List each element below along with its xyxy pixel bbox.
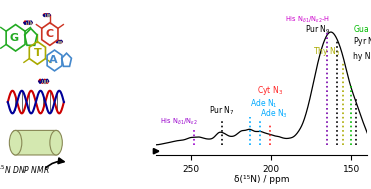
Text: Thy N$_3$: Thy N$_3$ <box>313 45 340 58</box>
Ellipse shape <box>9 130 22 155</box>
Text: His N$_{\delta1}$/N$_{\varepsilon2}$: His N$_{\delta1}$/N$_{\varepsilon2}$ <box>160 117 197 127</box>
FancyBboxPatch shape <box>13 130 59 155</box>
Text: A: A <box>49 56 58 65</box>
Text: Ade N$_1$: Ade N$_1$ <box>250 97 278 110</box>
X-axis label: δ(¹⁵N) / ppm: δ(¹⁵N) / ppm <box>234 175 289 184</box>
Text: His N$_{\delta1}$/N$_{\varepsilon2}$-H: His N$_{\delta1}$/N$_{\varepsilon2}$-H <box>286 14 331 25</box>
Text: G: G <box>10 33 19 43</box>
Text: Cyt N$_3$: Cyt N$_3$ <box>256 84 283 97</box>
Text: Gua N$_1$: Gua N$_1$ <box>353 23 371 36</box>
Text: Ade N$_3$: Ade N$_3$ <box>260 107 288 120</box>
Text: T: T <box>33 48 41 58</box>
Text: Pyr N$_1$: Pyr N$_1$ <box>353 35 371 48</box>
Text: hy N: hy N <box>353 52 370 61</box>
Text: $^{15}$N DNP NMR: $^{15}$N DNP NMR <box>0 163 50 176</box>
Text: Pur N$_9$: Pur N$_9$ <box>305 23 331 36</box>
Ellipse shape <box>50 130 62 155</box>
Text: Pur N$_7$: Pur N$_7$ <box>209 105 234 117</box>
Text: C: C <box>46 29 54 39</box>
